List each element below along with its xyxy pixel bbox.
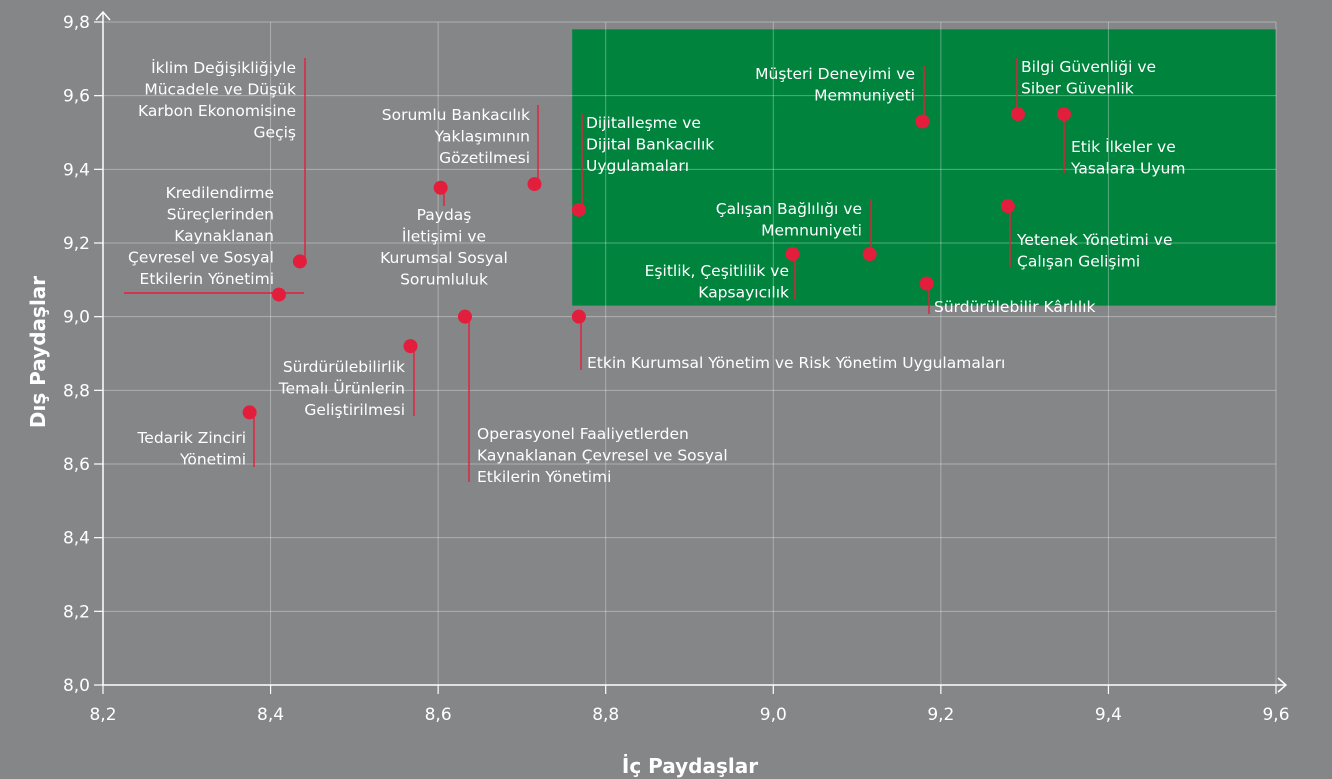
- point-label: Sorumlu Bankacılık Yaklaşımının Gözetilmes…: [382, 106, 530, 167]
- point-label-line: Yasalara Uyum: [1070, 160, 1185, 178]
- data-point: [403, 339, 418, 354]
- x-tick-label: 9,2: [927, 705, 954, 725]
- point-label-line: Sürdürülebilir Kârlılık: [934, 298, 1096, 316]
- point-label: Operasyonel Faaliyetlerden Kaynaklanan Çe…: [477, 425, 728, 486]
- data-point: [527, 177, 542, 192]
- point-label-line: Sorumluluk: [400, 271, 488, 289]
- x-tick-label: 8,8: [592, 705, 619, 725]
- point-label-line: Yönetimi: [179, 451, 246, 469]
- y-axis-arrow: [95, 10, 111, 21]
- y-tick-label: 8,8: [63, 381, 90, 401]
- data-point: [862, 247, 877, 262]
- point-label-line: Bilgi Güvenliği ve: [1021, 58, 1156, 76]
- x-tick-label: 9,6: [1262, 705, 1289, 725]
- point-label-line: Tedarik Zinciri: [136, 429, 246, 447]
- point-label-line: Kredilendirme: [166, 184, 274, 202]
- point-label-line: Dijital Bankacılık: [586, 136, 714, 154]
- data-point: [457, 309, 472, 324]
- point-label-line: Etkin Kurumsal Yönetim ve Risk Yönetim U…: [587, 354, 1005, 372]
- x-tick-label: 8,2: [89, 705, 116, 725]
- point-label-line: İletişimi ve: [402, 227, 486, 246]
- point-label: Müşteri Deneyimi ve Memnuniyeti: [755, 65, 915, 105]
- point-label: Bilgi Güvenliği ve Siber Güvenlik: [1021, 58, 1156, 98]
- x-axis-arrow: [1277, 677, 1288, 693]
- point-label-line: Eşitlik, Çeşitlilik ve: [645, 262, 789, 280]
- x-axis-title: İç Paydaşlar: [622, 754, 758, 778]
- point-label-line: Gözetilmesi: [439, 149, 530, 167]
- point-label-line: Yaklaşımının: [434, 128, 530, 146]
- point-label-line: Karbon Ekonomisine: [138, 102, 296, 120]
- point-label-line: Kaynaklanan Çevresel ve Sosyal: [477, 447, 728, 465]
- point-label: Etkin Kurumsal Yönetim ve Risk Yönetim U…: [587, 354, 1005, 372]
- data-point: [919, 276, 934, 291]
- point-label-line: Kapsayıcılık: [698, 284, 789, 302]
- point-label-line: Müşteri Deneyimi ve: [755, 65, 915, 83]
- y-tick-label: 8,2: [63, 602, 90, 622]
- point-label-line: Etkilerin Yönetimi: [477, 468, 611, 486]
- y-tick-label: 9,2: [63, 234, 90, 254]
- point-label: Eşitlik, Çeşitlilik ve Kapsayıcılık: [645, 262, 789, 302]
- data-point: [1010, 107, 1025, 122]
- point-label-line: Süreçlerinden: [167, 206, 274, 224]
- point-label-line: Etik İlkeler ve: [1071, 137, 1176, 156]
- data-point: [292, 254, 307, 269]
- y-tick-label: 8,6: [63, 455, 90, 475]
- point-label-line: Yetenek Yönetimi ve: [1016, 231, 1173, 249]
- y-tick-label: 9,8: [63, 13, 90, 33]
- x-tick-label: 9,0: [760, 705, 787, 725]
- point-label: Tedarik Zinciri Yönetimi: [136, 429, 246, 469]
- point-label-line: Sorumlu Bankacılık: [382, 106, 530, 124]
- data-point: [433, 180, 448, 195]
- point-label-line: Dijitalleşme ve: [586, 114, 701, 132]
- point-label-line: Geçiş: [254, 124, 296, 142]
- y-tick-label: 9,4: [63, 160, 90, 180]
- point-label-line: Uygulamaları: [586, 157, 689, 175]
- point-label-line: Çalışan Bağlılığı ve: [716, 200, 862, 218]
- point-label-line: Memnuniyeti: [814, 87, 915, 105]
- point-label: Çalışan Bağlılığı ve Memnuniyeti: [716, 200, 862, 240]
- data-point: [571, 202, 586, 217]
- y-tick-label: 8,0: [63, 676, 90, 696]
- x-tick-label: 8,4: [257, 705, 284, 725]
- x-tick-label: 9,4: [1095, 705, 1122, 725]
- point-label-line: Kaynaklanan: [174, 227, 274, 245]
- point-label: Kredilendirme Süreçlerinden Kaynaklanan Çev…: [128, 184, 274, 288]
- point-label-line: Sürdürülebilirlik: [283, 358, 405, 376]
- data-point: [1000, 199, 1015, 214]
- data-point: [915, 114, 930, 129]
- y-tick-label: 9,6: [63, 87, 90, 107]
- x-tick-label: 8,6: [425, 705, 452, 725]
- point-label-line: Kurumsal Sosyal: [380, 249, 508, 267]
- point-label-line: Geliştirilmesi: [304, 401, 405, 419]
- point-label-line: Paydaş: [417, 206, 472, 224]
- point-label-line: Memnuniyeti: [761, 222, 862, 240]
- data-point: [242, 405, 257, 420]
- data-point: [1057, 107, 1072, 122]
- point-label: Sürdürülebilirlik Temalı Ürünlerin Gelişti…: [278, 358, 405, 419]
- point-label-line: Siber Güvenlik: [1021, 80, 1134, 98]
- point-label: Sürdürülebilir Kârlılık: [934, 298, 1096, 316]
- point-label-line: Temalı Ürünlerin: [278, 379, 405, 398]
- point-label: Etik İlkeler ve Yasalara Uyum: [1070, 137, 1185, 178]
- point-label-line: Çalışan Gelişimi: [1017, 253, 1140, 271]
- data-point: [785, 247, 800, 262]
- data-point: [271, 287, 286, 302]
- point-label-line: İklim Değişikliğiyle: [151, 58, 296, 77]
- point-label: İklim Değişikliğiyle Mücadele ve Düşük Kar…: [138, 58, 296, 142]
- point-label: Paydaş İletişimi ve Kurumsal Sosyal Sorumlu…: [380, 206, 508, 289]
- y-tick-label: 9,0: [63, 308, 90, 328]
- point-label-line: Operasyonel Faaliyetlerden: [477, 425, 689, 443]
- point-label-line: Çevresel ve Sosyal: [128, 249, 274, 267]
- point-label: Dijitalleşme ve Dijital Bankacılık Uygulam…: [586, 114, 714, 175]
- point-label-line: Mücadele ve Düşük: [144, 81, 296, 99]
- y-tick-label: 8,4: [63, 529, 90, 549]
- y-axis-title: Dış Paydaşlar: [26, 276, 50, 428]
- point-label-line: Etkilerin Yönetimi: [140, 270, 274, 288]
- data-point: [571, 309, 586, 324]
- point-label: Yetenek Yönetimi ve Çalışan Gelişimi: [1016, 231, 1173, 271]
